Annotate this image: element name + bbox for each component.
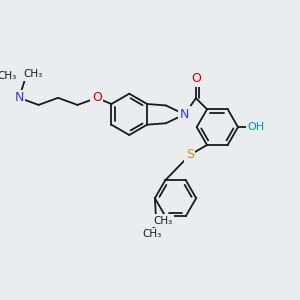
Text: CH₃: CH₃	[23, 69, 43, 80]
Text: S: S	[186, 148, 194, 161]
Text: CH₃: CH₃	[154, 216, 173, 226]
Text: OH: OH	[247, 122, 264, 132]
Text: N: N	[180, 108, 189, 121]
Text: N: N	[14, 91, 24, 104]
Text: O: O	[92, 91, 102, 104]
Text: CH₃: CH₃	[0, 70, 16, 81]
Text: O: O	[191, 72, 201, 85]
Text: CH₃: CH₃	[142, 230, 161, 239]
